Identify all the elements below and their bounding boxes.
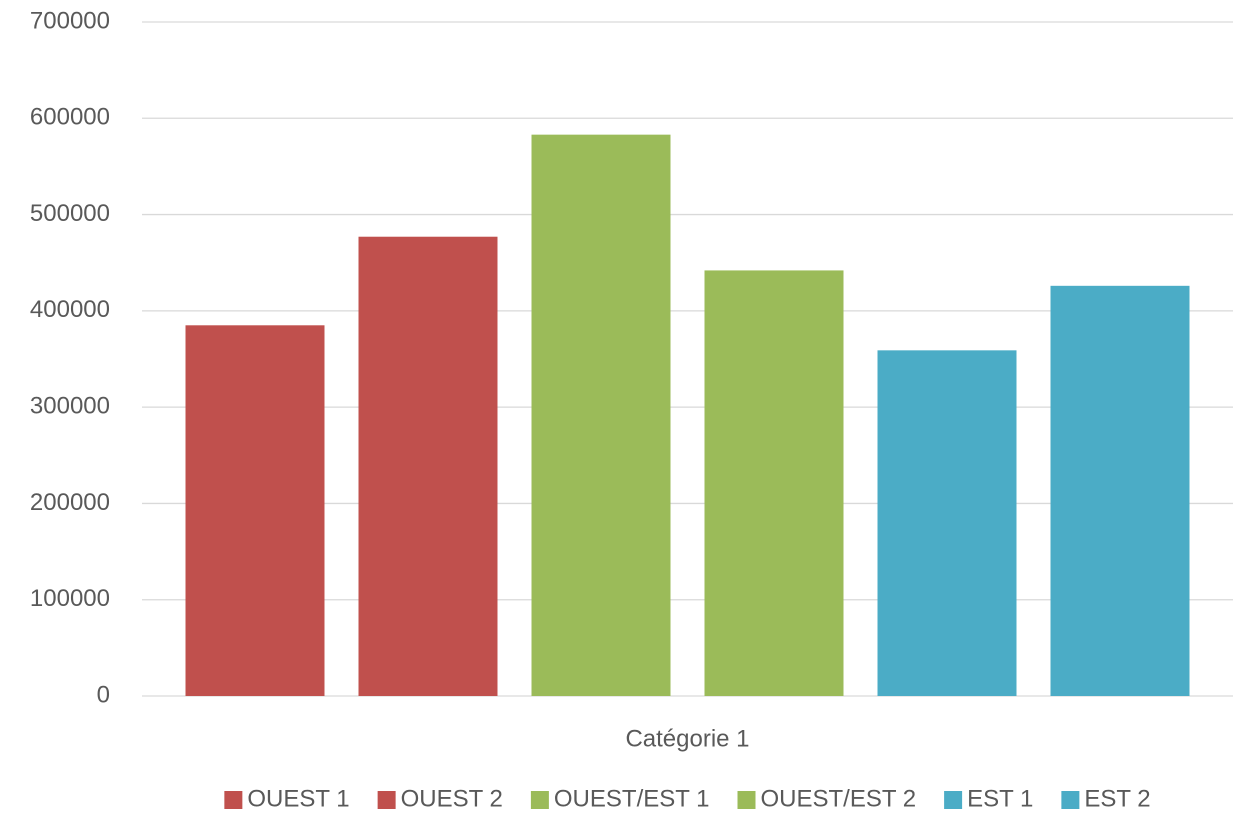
legend-swatch xyxy=(224,791,243,809)
legend: OUEST 1 OUEST 2 OUEST/EST 1 OUEST/EST 2 EST … xyxy=(224,785,1151,812)
bar xyxy=(531,134,671,696)
legend-swatch xyxy=(530,791,549,809)
legend-label: OUEST/EST 1 xyxy=(554,785,710,812)
x-tick-label: Catégorie 1 xyxy=(625,725,749,752)
y-tick-label: 300000 xyxy=(30,392,110,419)
legend-label: OUEST 2 xyxy=(401,785,503,812)
bar xyxy=(1050,285,1190,696)
legend-label: OUEST/EST 2 xyxy=(761,785,917,812)
bar xyxy=(704,270,844,696)
legend-swatch xyxy=(377,791,396,809)
y-tick-label: 0 xyxy=(97,681,110,708)
legend-swatch xyxy=(1061,791,1080,809)
y-tick-label: 600000 xyxy=(30,104,110,131)
legend-label: EST 1 xyxy=(967,785,1033,812)
y-tick-label: 100000 xyxy=(30,585,110,612)
bar xyxy=(877,350,1017,696)
y-tick-label: 500000 xyxy=(30,200,110,227)
bar xyxy=(358,236,498,696)
y-tick-label: 200000 xyxy=(30,489,110,516)
y-tick-label: 400000 xyxy=(30,296,110,323)
y-tick-label: 700000 xyxy=(30,7,110,34)
legend-label: EST 2 xyxy=(1084,785,1150,812)
legend-label: OUEST 1 xyxy=(247,785,349,812)
bar xyxy=(185,325,325,696)
legend-swatch xyxy=(944,791,963,809)
legend-swatch xyxy=(737,791,756,809)
